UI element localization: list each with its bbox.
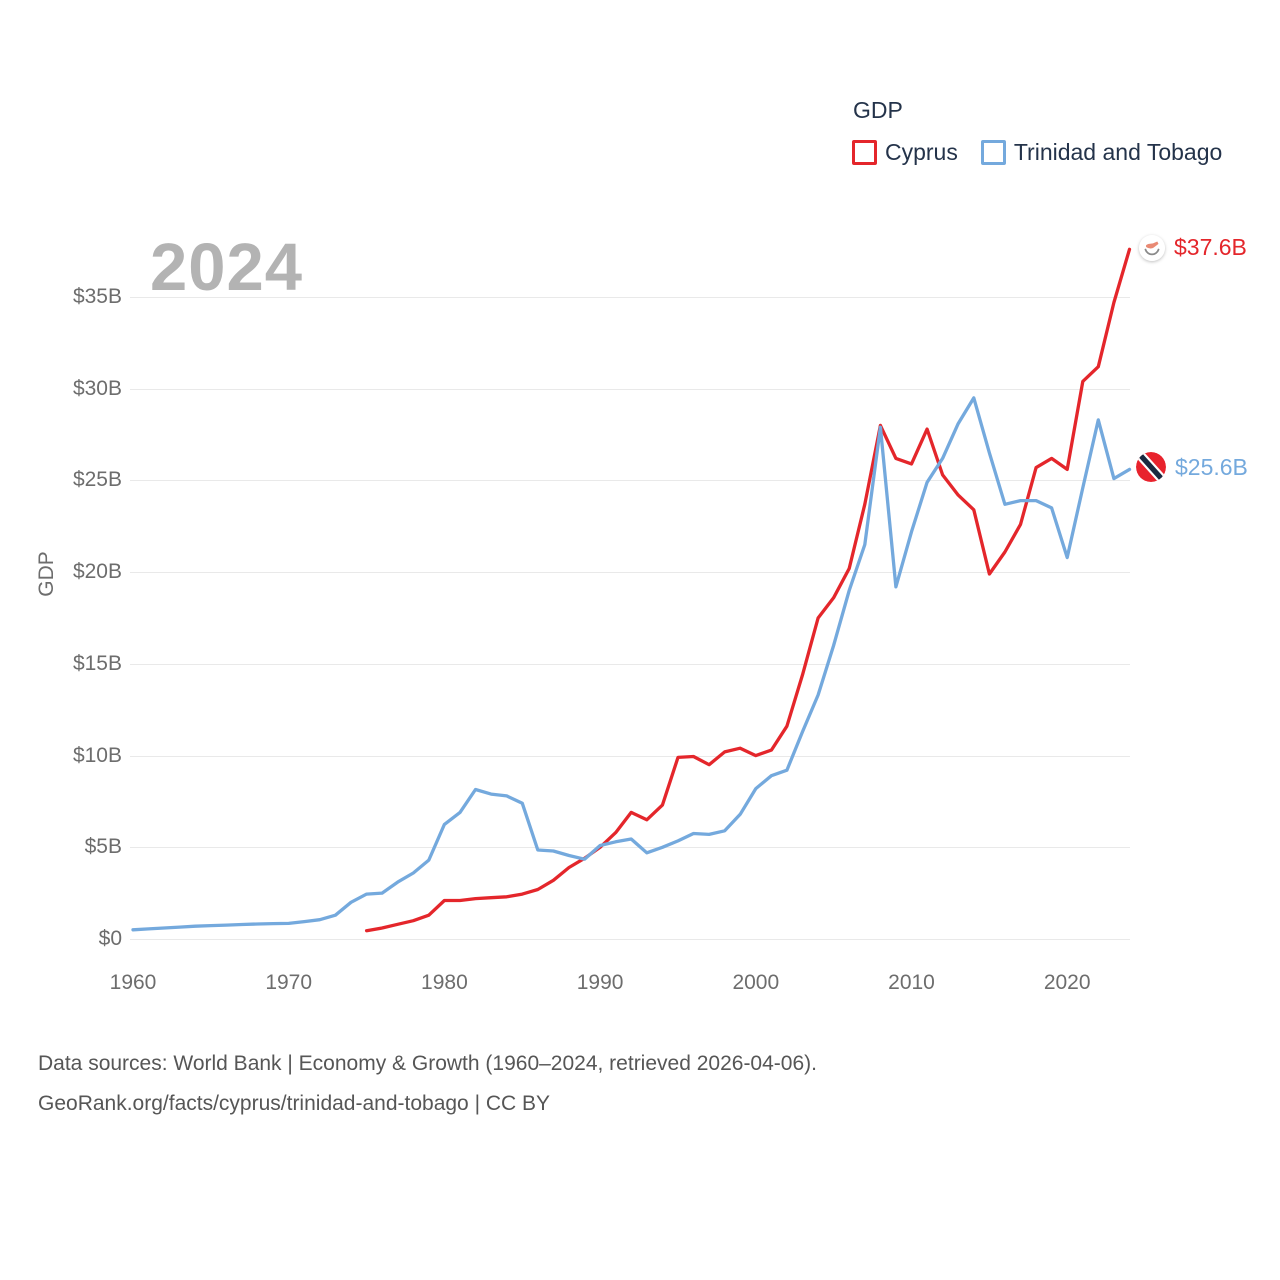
footer-line-2: GeoRank.org/facts/cyprus/trinidad-and-to… bbox=[38, 1092, 551, 1115]
gridline bbox=[130, 847, 1130, 849]
end-label-trinidad-and-tobago: $25.6B bbox=[1136, 452, 1248, 482]
gridline bbox=[130, 755, 1130, 757]
gridline bbox=[130, 480, 1130, 482]
footer: Data sources: World Bank | Economy & Gro… bbox=[38, 1044, 817, 1124]
legend-item-label: Trinidad and Tobago bbox=[1013, 139, 1223, 165]
legend-title: GDP bbox=[853, 97, 903, 123]
y-tick-label: $25B bbox=[72, 468, 122, 492]
footer-line-1: Data sources: World Bank | Economy & Gro… bbox=[38, 1052, 817, 1075]
legend-item-label: Cyprus bbox=[885, 139, 958, 165]
gridline bbox=[130, 388, 1130, 390]
trinidad-and-tobago-flag-icon bbox=[1136, 452, 1166, 482]
cyprus-flag-icon bbox=[1139, 234, 1165, 261]
trinidad-and-tobago-series-swatch bbox=[980, 140, 1006, 165]
series-line-cyprus[interactable] bbox=[364, 247, 1132, 933]
x-tick-label: 1970 bbox=[265, 971, 313, 994]
legend: Cyprus Trinidad and Tobago bbox=[852, 139, 1222, 166]
cyprus-series-swatch bbox=[852, 140, 877, 165]
gridline bbox=[130, 939, 1130, 940]
x-tick-label: 1960 bbox=[109, 971, 157, 994]
x-tick-label: 1980 bbox=[421, 971, 468, 994]
chart-area[interactable] bbox=[0, 0, 1280, 1050]
y-tick-label: $30B bbox=[72, 376, 122, 400]
watermark-year: 2024 bbox=[150, 230, 304, 305]
gridline bbox=[130, 663, 1130, 665]
y-tick-label: $15B bbox=[72, 651, 122, 675]
y-tick-label: $0 bbox=[98, 927, 122, 950]
series-line-trinidad-and-tobago[interactable] bbox=[131, 396, 1132, 932]
x-tick-label: 1990 bbox=[576, 971, 624, 994]
end-label-cyprus: $37.6B bbox=[1139, 234, 1247, 261]
end-value-cyprus: $37.6B bbox=[1174, 234, 1247, 260]
legend-item-cyprus[interactable]: Cyprus bbox=[852, 139, 958, 166]
x-tick-label: 2010 bbox=[888, 971, 935, 994]
x-tick-label: 2000 bbox=[732, 971, 780, 994]
y-tick-label: $35B bbox=[72, 284, 122, 308]
x-tick-label: 2020 bbox=[1043, 971, 1091, 994]
legend-item-trinidad-and-tobago[interactable]: Trinidad and Tobago bbox=[980, 139, 1223, 166]
y-tick-label: $20B bbox=[72, 560, 122, 584]
y-tick-label: $10B bbox=[72, 743, 122, 767]
gridline bbox=[130, 296, 1130, 298]
end-value-trinidad-and-tobago: $25.6B bbox=[1175, 453, 1248, 480]
gridline bbox=[130, 572, 1130, 574]
y-tick-label: $5B bbox=[84, 835, 122, 859]
